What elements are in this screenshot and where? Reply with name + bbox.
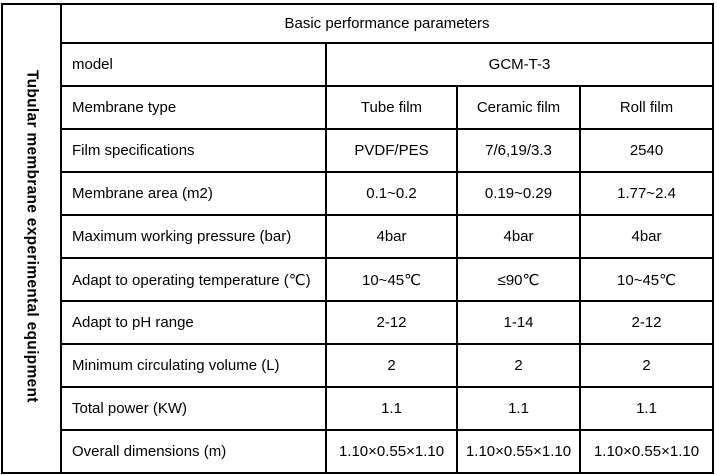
row-label: Minimum circulating volume (L): [60, 343, 327, 388]
model-value: GCM-T-3: [324, 42, 715, 87]
table-row: Total power (KW) 1.1 1.1 1.1: [2, 386, 715, 431]
cell-value: 1.77~2.4: [578, 171, 715, 216]
table-row: Adapt to pH range 2-12 1-14 2-12: [2, 300, 715, 345]
cell-value: 10~45℃: [578, 257, 715, 302]
cell-value: 0.1~0.2: [325, 171, 458, 216]
cell-value: 0.19~0.29: [456, 171, 581, 216]
cell-value: 2-12: [578, 300, 715, 345]
cell-value: 2: [578, 343, 715, 388]
row-label: Film specifications: [60, 128, 327, 173]
cell-value: 4bar: [456, 214, 581, 259]
cell-value: 2: [325, 343, 458, 388]
table-row: model GCM-T-3: [2, 42, 715, 87]
table-row: Membrane type Tube film Ceramic film Rol…: [2, 85, 715, 130]
cell-value: Tube film: [325, 85, 458, 130]
cell-value: 4bar: [325, 214, 458, 259]
row-label: Adapt to pH range: [60, 300, 327, 345]
row-label: Total power (KW): [60, 386, 327, 431]
cell-value: 1.1: [578, 386, 715, 431]
row-label: Adapt to operating temperature (℃): [60, 257, 327, 302]
table-row: Tubular membrane experimental equipment …: [1, 3, 715, 474]
cell-value: 2: [456, 343, 581, 388]
equipment-title-cell: Tubular membrane experimental equipment: [1, 3, 62, 474]
cell-value: 2540: [578, 128, 715, 173]
row-label: Maximum working pressure (bar): [60, 214, 327, 259]
row-label: model: [60, 42, 327, 87]
cell-value: 1.10×0.55×1.10: [578, 429, 715, 474]
cell-value: 1.1: [456, 386, 581, 431]
table-row: Adapt to operating temperature (℃) 10~45…: [2, 257, 715, 302]
cell-value: 4bar: [578, 214, 715, 259]
spec-table: Tubular membrane experimental equipment …: [1, 3, 715, 474]
cell-value: 1.10×0.55×1.10: [325, 429, 458, 474]
cell-value: PVDF/PES: [325, 128, 458, 173]
cell-value: 10~45℃: [325, 257, 458, 302]
table-row: Overall dimensions (m) 1.10×0.55×1.10 1.…: [2, 429, 715, 474]
table-title: Basic performance parameters: [59, 3, 715, 44]
cell-value: ≤90℃: [456, 257, 581, 302]
cell-value: 1.10×0.55×1.10: [456, 429, 581, 474]
cell-value: 1.1: [325, 386, 458, 431]
row-label: Overall dimensions (m): [60, 429, 327, 474]
cell-value: 2-12: [325, 300, 458, 345]
table-row: Minimum circulating volume (L) 2 2 2: [2, 343, 715, 388]
row-label: Membrane type: [60, 85, 327, 130]
cell-value: Ceramic film: [456, 85, 581, 130]
cell-value: Roll film: [578, 85, 715, 130]
row-label: Membrane area (m2): [60, 171, 327, 216]
cell-value: 7/6,19/3.3: [456, 128, 581, 173]
table-row: Maximum working pressure (bar) 4bar 4bar…: [2, 214, 715, 259]
equipment-title: Tubular membrane experimental equipment: [23, 70, 41, 403]
cell-value: 1-14: [456, 300, 581, 345]
table-row: Film specifications PVDF/PES 7/6,19/3.3 …: [2, 128, 715, 173]
table-row: Membrane area (m2) 0.1~0.2 0.19~0.29 1.7…: [2, 171, 715, 216]
